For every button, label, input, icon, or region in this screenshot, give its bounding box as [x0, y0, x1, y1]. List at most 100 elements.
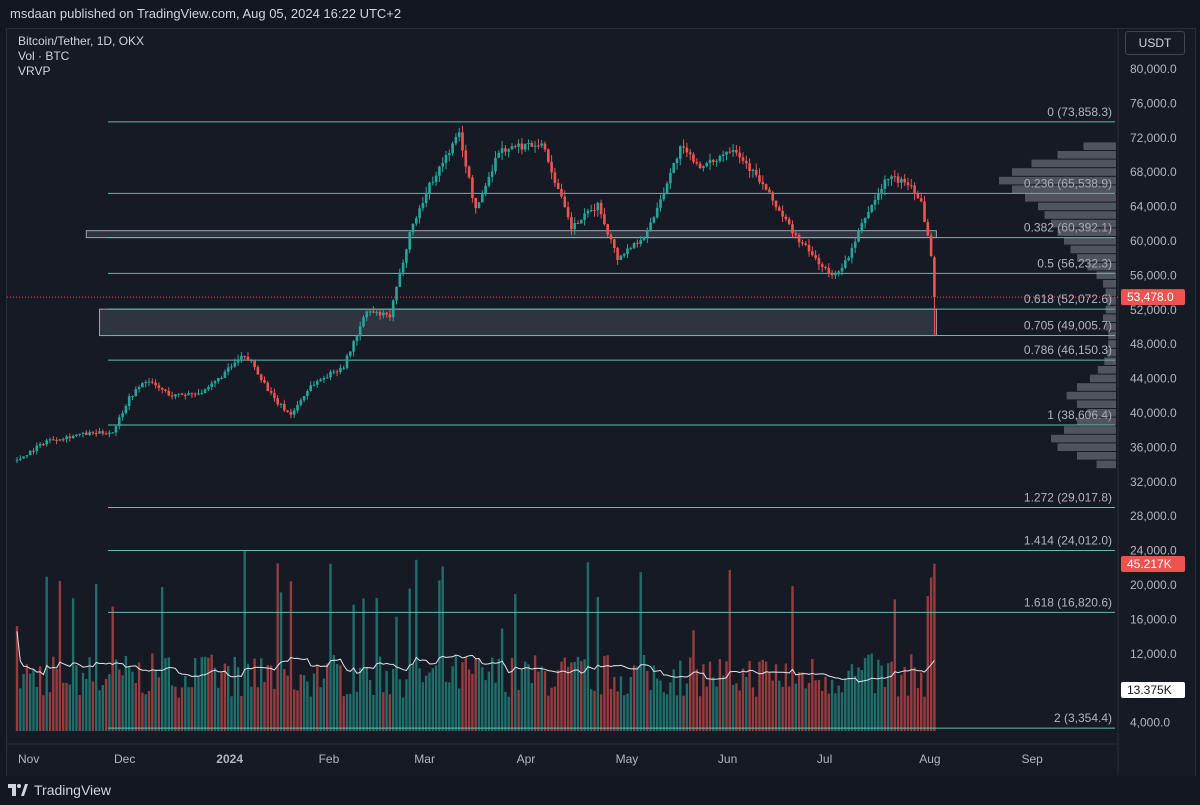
candle-body	[88, 432, 91, 435]
vp-row	[1012, 168, 1116, 176]
tradingview-logo[interactable]: TradingView	[8, 782, 111, 798]
fib-label-2: 2 (3,354.4)	[1054, 711, 1112, 725]
volume-bar	[177, 697, 180, 731]
volume-bar	[712, 677, 715, 731]
candle-body	[649, 222, 652, 231]
volume-bar	[877, 659, 880, 731]
candle-body	[563, 196, 567, 208]
volume-bar	[128, 666, 131, 731]
candle-body	[431, 182, 435, 184]
volume-bar	[682, 695, 685, 731]
vp-row	[1064, 426, 1116, 434]
candle-body	[814, 255, 817, 259]
volume-bar	[844, 678, 847, 731]
volume-bar	[557, 670, 560, 731]
vp-row	[1025, 194, 1116, 202]
legend-vrvp[interactable]: VRVP	[18, 64, 51, 78]
y-tick-label: 12,000.0	[1130, 647, 1177, 661]
candle-body	[622, 254, 626, 256]
candle-body	[820, 264, 824, 267]
x-tick-label: Dec	[114, 752, 135, 766]
x-tick-label: Nov	[18, 752, 39, 766]
volume-bar	[345, 694, 349, 731]
volume-bar	[778, 680, 781, 731]
candle-body	[494, 157, 497, 172]
volume-bar	[725, 661, 728, 731]
candle-body	[382, 312, 385, 316]
candle-body	[781, 210, 784, 217]
candle-body	[883, 179, 887, 189]
candle-body	[263, 380, 266, 383]
candle-body	[223, 371, 227, 378]
candle-body	[332, 371, 336, 373]
vp-row	[1090, 374, 1116, 383]
candle-body	[230, 366, 233, 368]
legend-symbol[interactable]: Bitcoin/Tether, 1D, OKX	[18, 34, 145, 48]
tradingview-brand-text: TradingView	[34, 782, 112, 798]
volume-bar	[322, 678, 326, 731]
candle-body	[266, 382, 270, 392]
candle-body	[167, 390, 171, 396]
volume-bar	[929, 577, 933, 731]
volume-bar	[98, 690, 101, 731]
currency-button[interactable]: USDT	[1125, 31, 1185, 55]
volume-bar	[537, 671, 540, 731]
volume-bar	[220, 672, 223, 731]
volume-bar	[273, 688, 276, 731]
candle-body	[603, 214, 606, 225]
candle-body	[665, 183, 669, 194]
volume-bar	[296, 690, 299, 731]
candle-body	[761, 182, 765, 185]
volume-bar	[246, 663, 250, 731]
volume-bar	[418, 668, 421, 731]
candle-body	[154, 382, 157, 386]
candle-body	[523, 143, 527, 150]
candle-body	[256, 367, 260, 375]
candle-body	[217, 377, 220, 382]
volume-bar	[368, 680, 372, 731]
candle-body	[32, 450, 35, 452]
volume-bar	[880, 665, 883, 731]
chart-frame[interactable]	[6, 28, 1196, 777]
volume-bar	[616, 691, 619, 731]
vp-row	[1083, 142, 1116, 150]
publisher-line: msdaan published on TradingView.com, Aug…	[10, 6, 402, 21]
legend-volume[interactable]: Vol · BTC	[18, 49, 70, 63]
volume-bar	[801, 672, 804, 731]
candle-body	[817, 258, 821, 265]
volume-bar	[613, 676, 616, 731]
volume-bar	[111, 606, 114, 731]
candle-body	[484, 185, 487, 195]
chart-legend: Bitcoin/Tether, 1D, OKX Vol · BTC VRVP	[18, 34, 144, 79]
candle-body	[177, 393, 180, 395]
vp-row	[1077, 417, 1116, 426]
candle-body	[626, 248, 629, 255]
volume-bar	[698, 696, 702, 731]
volume-bar	[319, 687, 322, 731]
candle-body	[253, 360, 256, 368]
volume-bar	[65, 682, 68, 731]
y-tick-label: 60,000.0	[1130, 234, 1177, 248]
candle-body	[127, 396, 131, 406]
volume-bar	[233, 656, 236, 731]
volume-bar	[101, 685, 104, 731]
volume-bar	[293, 689, 296, 731]
volume-bar	[514, 593, 517, 731]
volume-bar	[629, 676, 632, 731]
y-tick-label: 52,000.0	[1130, 303, 1177, 317]
volume-bar	[708, 661, 712, 731]
x-tick-label: Jun	[718, 752, 737, 766]
candle-body	[193, 393, 197, 395]
volume-bar	[741, 668, 745, 731]
volume-bar	[507, 696, 510, 731]
y-tick-label: 4,000.0	[1130, 716, 1170, 730]
y-tick-label: 24,000.0	[1130, 544, 1177, 558]
volume-bar	[474, 658, 477, 731]
candle-body	[292, 410, 296, 415]
candle-body	[754, 169, 758, 176]
volume-bar	[632, 665, 636, 731]
volume-bar	[580, 661, 583, 731]
candle-body	[553, 172, 557, 184]
volume-bar	[104, 678, 108, 731]
